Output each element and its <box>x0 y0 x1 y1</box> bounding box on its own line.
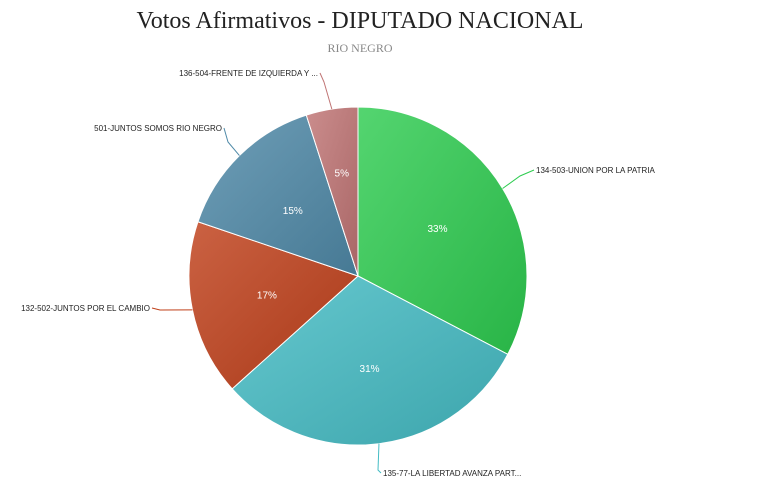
slice-category-label: 134-503-UNION POR LA PATRIA <box>536 166 656 175</box>
leader-line <box>319 72 333 110</box>
pie-slice-132-502-juntos-por-el-cambio[interactable] <box>188 221 359 390</box>
pie-slice-501-juntos-somos-rio-negro[interactable] <box>197 114 359 277</box>
slice-category-label: 132-502-JUNTOS POR EL CAMBIO <box>21 304 150 313</box>
slice-percent-label: 15% <box>283 206 303 217</box>
slice-category-label: 501-JUNTOS SOMOS RIO NEGRO <box>94 124 222 133</box>
slice-category-label: 136-504-FRENTE DE IZQUIERDA Y ... <box>179 69 318 78</box>
leader-line <box>502 169 535 189</box>
slice-percent-label: 17% <box>257 291 277 302</box>
pie-slice-135-77-la-libertad-avanza-part[interactable] <box>231 275 509 446</box>
slices-group: 33% 31% 17% 15% 5% <box>188 106 528 446</box>
slice-percent-label: 31% <box>360 364 380 375</box>
leader-line <box>151 307 193 311</box>
chart-title: Votos Afirmativos - DIPUTADO NACIONAL <box>136 8 584 34</box>
leader-line <box>223 127 240 156</box>
leader-line <box>377 443 382 474</box>
chart-subtitle: RIO NEGRO <box>327 41 393 55</box>
labels-group: 134-503-UNION POR LA PATRIA 135-77-LA LIB… <box>21 69 655 478</box>
slice-percent-label: 5% <box>335 168 350 179</box>
pie-slice-134-503-union-por-la-patria[interactable] <box>357 106 528 356</box>
slice-category-label: 135-77-LA LIBERTAD AVANZA PART... <box>383 469 521 478</box>
slice-percent-label: 33% <box>428 224 448 235</box>
pie-slice-136-504-frente-de-izquierda-y[interactable] <box>305 106 359 277</box>
leader-lines-group <box>151 72 535 474</box>
